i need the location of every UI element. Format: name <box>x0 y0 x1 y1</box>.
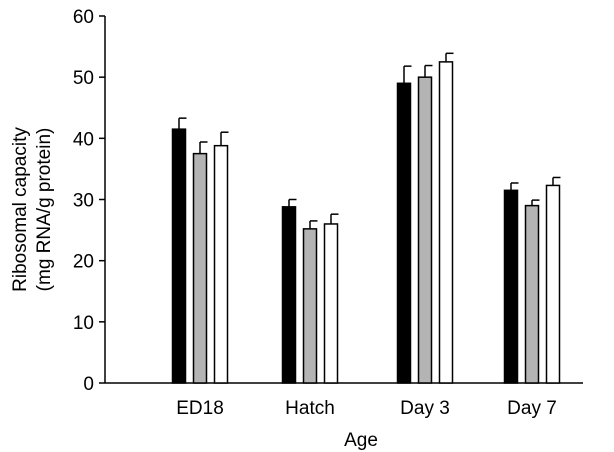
bar <box>503 189 519 384</box>
y-tick-label: 20 <box>73 252 94 273</box>
x-tick-label: Day 7 <box>507 398 557 419</box>
bar <box>438 61 454 384</box>
bar <box>192 152 208 384</box>
error-bar-group <box>178 52 561 229</box>
x-axis: ED18 Hatch Day 3 Day 7 <box>105 382 583 419</box>
y-tick-label: 10 <box>73 313 94 334</box>
bar <box>545 184 561 384</box>
bar <box>396 82 412 384</box>
bar <box>302 228 318 384</box>
y-axis-label-line-2: (mg RNA/g protein) <box>34 128 55 292</box>
y-axis-label-line-1: Ribosomal capacity <box>10 127 31 292</box>
bar-group <box>171 61 561 384</box>
x-tick-label: ED18 <box>176 398 224 419</box>
bar <box>417 76 433 384</box>
x-tick-label: Hatch <box>285 398 335 419</box>
y-tick-label: 0 <box>83 374 94 395</box>
bar <box>213 144 229 384</box>
y-tick-label: 50 <box>73 68 94 89</box>
y-tick-label: 60 <box>73 7 94 28</box>
bar <box>171 128 187 384</box>
y-axis: 0 10 20 30 40 50 60 <box>73 7 106 395</box>
bar <box>323 223 339 384</box>
bar <box>281 206 297 384</box>
x-axis-label: Age <box>344 430 378 451</box>
y-tick-label: 40 <box>73 129 94 150</box>
bar <box>524 204 540 384</box>
y-tick-label: 30 <box>73 191 94 212</box>
x-tick-label: Day 3 <box>400 398 450 419</box>
